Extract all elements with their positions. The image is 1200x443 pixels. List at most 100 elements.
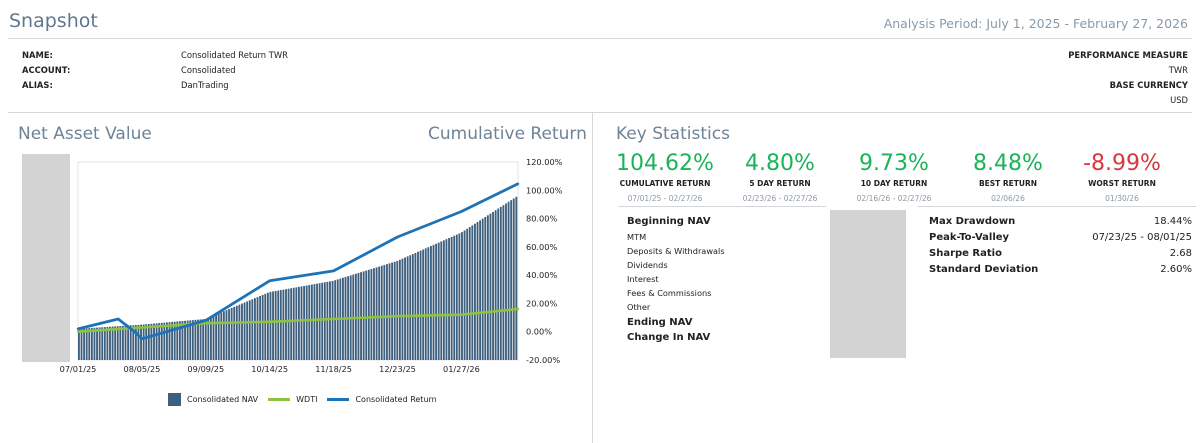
nav-bar xyxy=(103,327,106,360)
nav-bar xyxy=(386,264,388,360)
nav-bar xyxy=(313,284,316,360)
nav-bar xyxy=(178,321,181,360)
nav-bar xyxy=(199,319,202,360)
nav-bar xyxy=(474,223,476,360)
interest-label: Interest xyxy=(627,274,659,285)
nav-bar xyxy=(186,320,189,360)
nav-bar xyxy=(331,280,334,360)
stat-date: 01/30/26 xyxy=(1105,194,1139,203)
performance-measure-label: PERFORMANCE MEASURE xyxy=(1068,50,1188,60)
name-value: Consolidated Return TWR xyxy=(181,50,288,60)
nav-bar xyxy=(388,263,391,360)
alias-value: DanTrading xyxy=(181,80,229,90)
nav-bar xyxy=(222,311,225,360)
y-tick-label: 60.00% xyxy=(526,242,557,252)
nav-bar xyxy=(329,281,331,360)
risk-stat-label: Standard Deviation xyxy=(929,264,1039,275)
stat-label: BEST RETURN xyxy=(978,179,1038,188)
nav-bar xyxy=(463,230,466,360)
nav-bar xyxy=(230,307,233,360)
section-divider xyxy=(8,112,1192,113)
nav-bar xyxy=(440,241,443,360)
nav-bar xyxy=(380,265,383,360)
wdti-point xyxy=(332,317,335,321)
redacted-block xyxy=(830,210,906,358)
nav-bar xyxy=(93,327,96,360)
nav-bar xyxy=(90,327,93,360)
nav-bar xyxy=(212,315,215,360)
nav-bar xyxy=(510,200,513,360)
risk-stat-row: Standard Deviation 2.60% xyxy=(929,262,1192,278)
nav-bar xyxy=(367,269,370,360)
nav-bar xyxy=(246,301,249,360)
nav-bar xyxy=(287,288,290,360)
panel-divider xyxy=(592,112,593,443)
nav-bar xyxy=(398,259,401,360)
stat-value: -8.99% xyxy=(1083,151,1161,176)
mtm-label: MTM xyxy=(627,231,647,242)
nav-bar xyxy=(437,242,440,360)
nav-bar xyxy=(266,292,269,360)
nav-bar xyxy=(411,254,414,360)
nav-bar xyxy=(197,319,199,360)
nav-bar xyxy=(445,239,448,360)
wdti-line xyxy=(77,307,519,333)
nav-bar xyxy=(116,326,119,360)
nav-bar xyxy=(321,282,324,360)
nav-bar xyxy=(207,317,210,360)
nav-bar xyxy=(422,249,425,360)
return-point xyxy=(332,269,335,273)
nav-bar xyxy=(124,325,127,360)
nav-bar xyxy=(427,247,430,360)
legend-return-swatch xyxy=(327,398,350,401)
nav-bar xyxy=(378,266,381,360)
nav-bar xyxy=(393,261,396,360)
risk-stat-value: 07/23/25 - 08/01/25 xyxy=(1092,232,1192,243)
nav-bar xyxy=(497,208,500,360)
nav-bar xyxy=(215,314,218,360)
stat-date: 02/06/26 xyxy=(991,194,1025,203)
nav-bar xyxy=(323,282,326,360)
nav-bar xyxy=(155,323,158,360)
analysis-period: Analysis Period: July 1, 2025 - February… xyxy=(883,16,1188,31)
info-measure: PERFORMANCE MEASURE TWR BASE CURRENCY US… xyxy=(1068,48,1188,108)
nav-bar xyxy=(494,210,497,360)
other-label: Other xyxy=(627,302,651,313)
nav-bar xyxy=(259,296,262,360)
risk-stat-label: Max Drawdown xyxy=(929,216,1016,227)
stat-label: CUMULATIVE RETURN xyxy=(619,179,711,188)
nav-bar xyxy=(111,326,114,360)
nav-bar xyxy=(254,298,256,360)
return-point xyxy=(268,279,271,282)
stats-divider-left xyxy=(618,206,826,207)
nav-bar xyxy=(414,252,417,360)
return-point xyxy=(133,330,136,333)
return-point xyxy=(460,210,463,213)
legend-wdti-label: WDTI xyxy=(296,395,318,404)
nav-bar xyxy=(272,291,274,360)
nav-bar xyxy=(132,325,135,360)
y-tick-label: 100.00% xyxy=(526,185,563,195)
nav-bar xyxy=(194,319,197,360)
risk-stats: Max Drawdown 18.44% Peak-To-Valley 07/23… xyxy=(929,214,1192,278)
nav-bar xyxy=(298,286,300,360)
nav-bar xyxy=(391,262,394,360)
nav-bar xyxy=(409,255,412,360)
nav-bar xyxy=(499,206,502,360)
y-tick-label: -20.00% xyxy=(526,355,560,365)
nav-bar xyxy=(274,291,277,360)
nav-bar xyxy=(235,305,238,360)
stats-divider-right xyxy=(918,206,1196,207)
legend-nav-label: Consolidated NAV xyxy=(187,395,259,404)
name-label: NAME: xyxy=(22,50,53,60)
nav-bar xyxy=(424,248,427,360)
nav-bar xyxy=(468,227,471,360)
legend-item-wdti: WDTI xyxy=(268,395,317,404)
nav-bar xyxy=(88,328,91,360)
nav-bar xyxy=(233,306,236,360)
nav-bar xyxy=(96,327,98,360)
base-currency-value: USD xyxy=(1170,95,1188,105)
beginning-nav-label: Beginning NAV xyxy=(627,216,711,227)
nav-bar xyxy=(256,297,259,360)
nav-bar xyxy=(210,316,212,360)
